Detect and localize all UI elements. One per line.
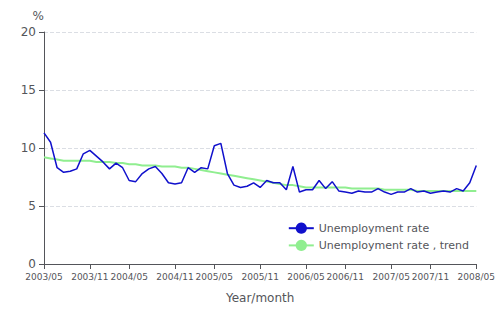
svg-text:15: 15 [21, 83, 36, 97]
svg-text:Unemployment rate , trend: Unemployment rate , trend [319, 239, 469, 252]
svg-text:0: 0 [28, 257, 36, 271]
svg-text:%: % [33, 9, 44, 23]
svg-text:2005/11: 2005/11 [241, 272, 278, 282]
svg-text:2003/11: 2003/11 [71, 272, 108, 282]
svg-text:Unemployment rate: Unemployment rate [319, 222, 430, 235]
svg-text:2003/05: 2003/05 [25, 272, 62, 282]
svg-text:2004/05: 2004/05 [110, 272, 147, 282]
svg-text:5: 5 [28, 199, 36, 213]
svg-text:20: 20 [21, 25, 36, 39]
svg-text:Year/month: Year/month [225, 291, 294, 305]
svg-text:10: 10 [21, 141, 36, 155]
svg-text:2004/11: 2004/11 [156, 272, 193, 282]
svg-text:2006/05: 2006/05 [287, 272, 324, 282]
svg-text:2005/05: 2005/05 [196, 272, 233, 282]
svg-text:2007/05: 2007/05 [372, 272, 409, 282]
svg-text:2007/11: 2007/11 [412, 272, 449, 282]
svg-text:2008/05: 2008/05 [458, 272, 495, 282]
svg-text:2006/11: 2006/11 [327, 272, 364, 282]
